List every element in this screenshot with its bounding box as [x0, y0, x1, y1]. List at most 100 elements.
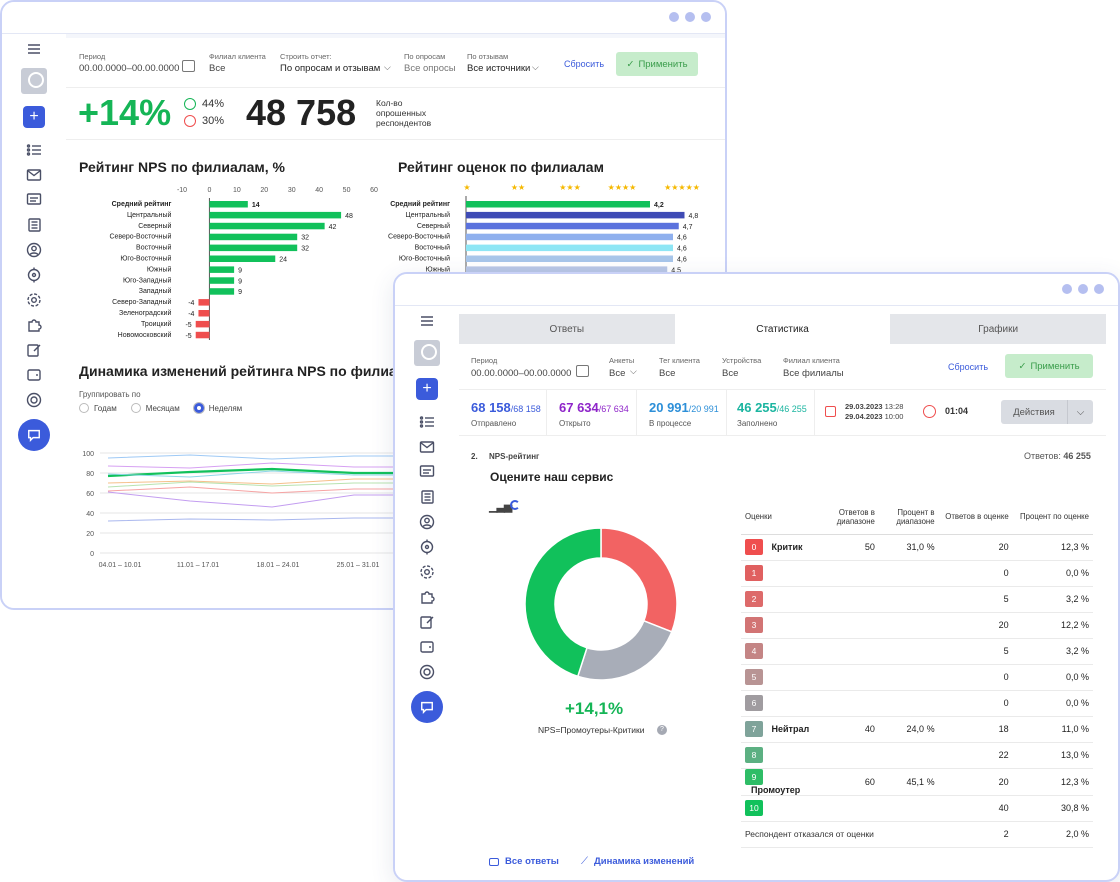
star-icon: ★★★ — [559, 183, 581, 192]
nps-bar — [198, 299, 210, 306]
tab-statistics[interactable]: Статистика — [674, 314, 891, 344]
score-percent: 0,0 % — [1012, 664, 1093, 691]
period-field[interactable]: 00.00.0000–00.00.0000 — [471, 368, 572, 379]
news-icon[interactable] — [25, 216, 43, 234]
apply-button[interactable]: ✓ Применить — [1005, 354, 1093, 378]
settings-icon[interactable] — [25, 291, 43, 309]
actions-button[interactable]: Действия ⌵ — [1001, 400, 1093, 424]
report-select[interactable]: По опросам и отзывам — [280, 63, 381, 74]
calendar-icon[interactable] — [576, 365, 589, 377]
message-icon[interactable] — [418, 463, 436, 481]
tab-answers[interactable]: Ответы — [459, 314, 675, 344]
chevron-down-icon[interactable]: ⌵ — [1067, 400, 1093, 424]
news-icon[interactable] — [418, 488, 436, 506]
table-row: 0 Критик 50 31,0 % 20 12,3 % — [741, 534, 1093, 561]
category-label: Юго-Восточный — [120, 255, 171, 263]
range-count — [821, 586, 879, 613]
star-icon: ★★★★ — [608, 183, 637, 192]
chevron-down-icon[interactable]: ⌵ — [384, 62, 391, 72]
refresh-icon[interactable] — [510, 500, 520, 510]
category-label: Западный — [139, 287, 172, 295]
tag-select[interactable]: Все — [659, 368, 676, 379]
score-count: 5 — [938, 638, 1013, 665]
reviews-select[interactable]: Все источники — [467, 63, 531, 74]
add-button[interactable]: + — [416, 378, 438, 400]
forms-select[interactable]: Все — [609, 368, 626, 379]
wallet-icon[interactable] — [418, 638, 436, 656]
value-label: 4,5 — [671, 267, 681, 274]
nps-formula: NPS=Промоутеры-Критики — [538, 725, 645, 735]
list-icon[interactable] — [418, 413, 436, 431]
calendar-icon[interactable] — [182, 60, 195, 72]
radio-weeks[interactable]: Неделям — [193, 403, 242, 413]
radio-years[interactable]: Годам — [79, 403, 117, 413]
user-circle-icon[interactable] — [25, 241, 43, 259]
message-icon[interactable] — [25, 191, 43, 209]
group-by-radios: Годам Месяцам Неделям — [79, 403, 242, 413]
add-button[interactable]: + — [23, 106, 45, 128]
dynamics-link[interactable]: ⟋ Динамика изменений — [581, 856, 694, 867]
chat-button[interactable] — [18, 419, 50, 451]
score-cell: 7 Нейтрал — [741, 716, 822, 743]
target-icon[interactable] — [418, 538, 436, 556]
wallet-icon[interactable] — [25, 366, 43, 384]
tab-graphs[interactable]: Графики — [890, 314, 1107, 344]
chevron-down-icon[interactable]: ⌵ — [630, 366, 637, 376]
category-label: Южный — [425, 265, 450, 273]
nps-dynamics-chart: 0 20 40 60 80 100 04.01 – 10.01 11.01 – 17.01 18… — [82, 451, 406, 569]
surveys-select[interactable]: Все опросы — [404, 63, 456, 74]
radio-months[interactable]: Месяцам — [130, 403, 180, 413]
window-controls[interactable] — [1062, 284, 1104, 294]
menu-icon[interactable] — [418, 312, 436, 330]
tick-label: 100 — [82, 451, 94, 458]
rating-bar — [466, 255, 673, 262]
series-line — [107, 517, 406, 522]
range-percent — [878, 664, 939, 691]
help-icon[interactable]: ? — [657, 725, 667, 735]
puzzle-icon[interactable] — [25, 316, 43, 334]
reset-button[interactable]: Сбросить — [564, 59, 605, 69]
surveys-label: По опросам — [404, 52, 446, 61]
device-select[interactable]: Все — [722, 368, 739, 379]
chevron-down-icon[interactable]: ⌵ — [532, 62, 539, 72]
branch-select[interactable]: Все филиалы — [783, 368, 844, 379]
target-icon[interactable] — [25, 266, 43, 284]
mail-icon[interactable] — [418, 438, 436, 456]
edit-icon[interactable] — [418, 613, 436, 631]
score-count: 40 — [938, 795, 1013, 822]
list-icon[interactable] — [25, 141, 43, 159]
reset-button[interactable]: Сбросить — [948, 362, 989, 372]
lifebuoy-icon[interactable] — [25, 391, 43, 409]
stat-sent: 68 158/68 158 Отправлено — [459, 390, 547, 436]
range-percent: 31,0 % — [878, 534, 939, 561]
apply-label: Применить — [1030, 360, 1080, 372]
smile-icon — [184, 98, 196, 110]
score-badge: 2 — [745, 591, 763, 607]
table-row: 1 0 0,0 % — [741, 560, 1093, 587]
menu-icon[interactable] — [25, 40, 43, 58]
series-line — [107, 481, 406, 488]
mail-icon[interactable] — [25, 166, 43, 184]
score-percent: 3,2 % — [1012, 586, 1093, 613]
end-date: 29.04.2023 — [845, 412, 883, 421]
apply-button[interactable]: ✓ Применить — [616, 52, 698, 76]
bar-chart-icon[interactable]: ▁▃▅ — [489, 501, 512, 513]
score-percent: 13,0 % — [1012, 742, 1093, 769]
settings-icon[interactable] — [418, 563, 436, 581]
avatar[interactable] — [414, 340, 440, 366]
actions-label: Действия — [1013, 406, 1055, 418]
score-percent: 12,3 % — [1012, 534, 1093, 561]
lifebuoy-icon[interactable] — [418, 663, 436, 681]
all-answers-link[interactable]: Все ответы — [489, 856, 559, 867]
user-circle-icon[interactable] — [418, 513, 436, 531]
window-controls[interactable] — [669, 12, 711, 22]
score-percent: 11,0 % — [1012, 716, 1093, 743]
period-field[interactable]: 00.00.0000–00.00.0000 — [79, 63, 180, 74]
edit-icon[interactable] — [25, 341, 43, 359]
link-label: Все ответы — [505, 856, 559, 867]
avatar[interactable] — [21, 68, 47, 94]
nps-result: +14,1% — [565, 699, 624, 718]
puzzle-icon[interactable] — [418, 588, 436, 606]
chat-button[interactable] — [411, 691, 443, 723]
branch-select[interactable]: Все — [209, 63, 226, 74]
